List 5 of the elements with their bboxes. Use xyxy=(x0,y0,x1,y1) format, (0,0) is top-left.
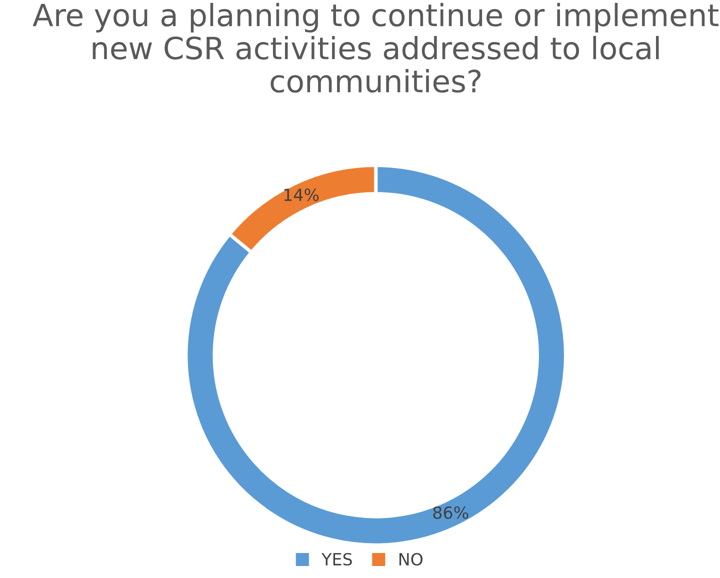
chart-title: Are you a planning to continue or implement new CSR activities addressed to local communities? xyxy=(32,2,718,93)
data-label: 86% xyxy=(433,506,468,519)
data-label: 14% xyxy=(284,188,319,202)
legend-label: NO xyxy=(399,552,422,566)
legend-label: YES xyxy=(322,552,352,566)
